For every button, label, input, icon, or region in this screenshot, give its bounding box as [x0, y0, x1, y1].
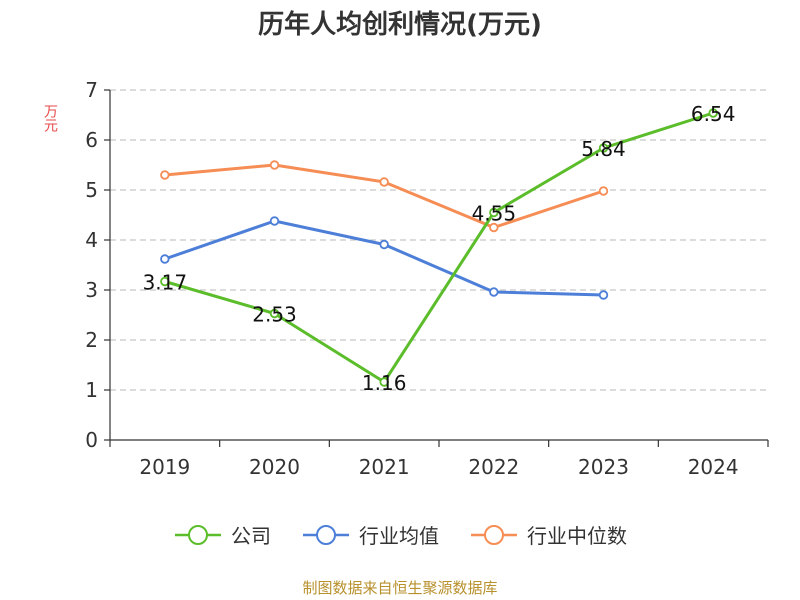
y-tick-label-0: 0: [85, 428, 98, 452]
x-tick-label-2020: 2020: [249, 455, 300, 479]
point-公司-2019: [160, 276, 170, 287]
point-公司-2020: [269, 308, 280, 319]
point-公司-2021: [379, 377, 389, 387]
legend-label: 行业中位数: [527, 524, 627, 548]
series-layer: [160, 108, 718, 387]
y-tick-label-1: 1: [85, 378, 98, 402]
point-公司-2022: [489, 207, 499, 218]
series-line-行业中位数: [164, 163, 604, 229]
point-行业中位数-2021: [379, 177, 389, 187]
point-行业均值-2021: [379, 239, 389, 250]
point-行业均值-2022: [489, 287, 499, 297]
legend-item-行业均值[interactable]: 行业均值: [301, 520, 439, 549]
point-公司-2024: [708, 108, 718, 118]
y-tick-label-4: 4: [85, 228, 98, 252]
legend-label: 行业均值: [359, 524, 439, 548]
data-label-公司-2020: 2.53: [252, 303, 297, 327]
data-label-公司-2023: 5.84: [581, 137, 626, 161]
data-label-公司-2024: 6.54: [691, 102, 736, 126]
legend-item-公司[interactable]: 公司: [173, 520, 271, 549]
point-行业中位数-2023: [598, 186, 609, 196]
point-行业均值-2020: [269, 216, 280, 226]
x-tick-label-2023: 2023: [578, 455, 629, 479]
legend-marker-icon: [471, 524, 517, 545]
legend-marker-icon: [303, 524, 349, 545]
point-行业中位数-2019: [160, 170, 170, 180]
y-tick-label-3: 3: [85, 278, 98, 302]
x-tick-label-2022: 2022: [468, 455, 519, 479]
y-tick-label-7: 7: [85, 78, 98, 102]
point-行业均值-2019: [160, 254, 170, 264]
x-tick-label-2024: 2024: [688, 455, 739, 479]
data-label-公司-2019: 3.17: [143, 271, 188, 295]
source-footer: 制图数据来自恒生聚源数据库: [302, 579, 498, 597]
legend: 公司 行业均值 行业中位数: [0, 520, 800, 549]
data-label-公司-2022: 4.55: [472, 202, 517, 226]
x-tick-label-2021: 2021: [359, 455, 410, 479]
legend-marker-icon: [175, 524, 221, 545]
series-line-行业均值: [164, 219, 604, 297]
legend-label: 公司: [231, 524, 271, 548]
data-label-公司-2021: 1.16: [362, 371, 407, 395]
data-label-layer: 3.17 2.53 1.16 4.55 5.84 6.54: [143, 102, 736, 395]
point-行业中位数-2020: [269, 160, 280, 170]
grid-layer: [110, 89, 768, 391]
y-axis-label: 万元: [42, 104, 58, 132]
legend-item-行业中位数[interactable]: 行业中位数: [469, 520, 627, 549]
point-行业均值-2023: [598, 290, 609, 300]
y-tick-label-5: 5: [85, 178, 98, 202]
axis-layer: 0 1 2 3 4 5 6 7 2019 2020 2021 2022 2023 2024: [85, 78, 769, 479]
point-行业中位数-2022: [489, 222, 499, 233]
chart-title: 历年人均创利情况(万元): [258, 10, 542, 40]
y-tick-label-6: 6: [85, 128, 98, 152]
point-公司-2023: [598, 143, 609, 153]
x-tick-label-2019: 2019: [139, 455, 190, 479]
series-line-公司: [164, 111, 714, 384]
y-tick-label-2: 2: [85, 328, 98, 352]
